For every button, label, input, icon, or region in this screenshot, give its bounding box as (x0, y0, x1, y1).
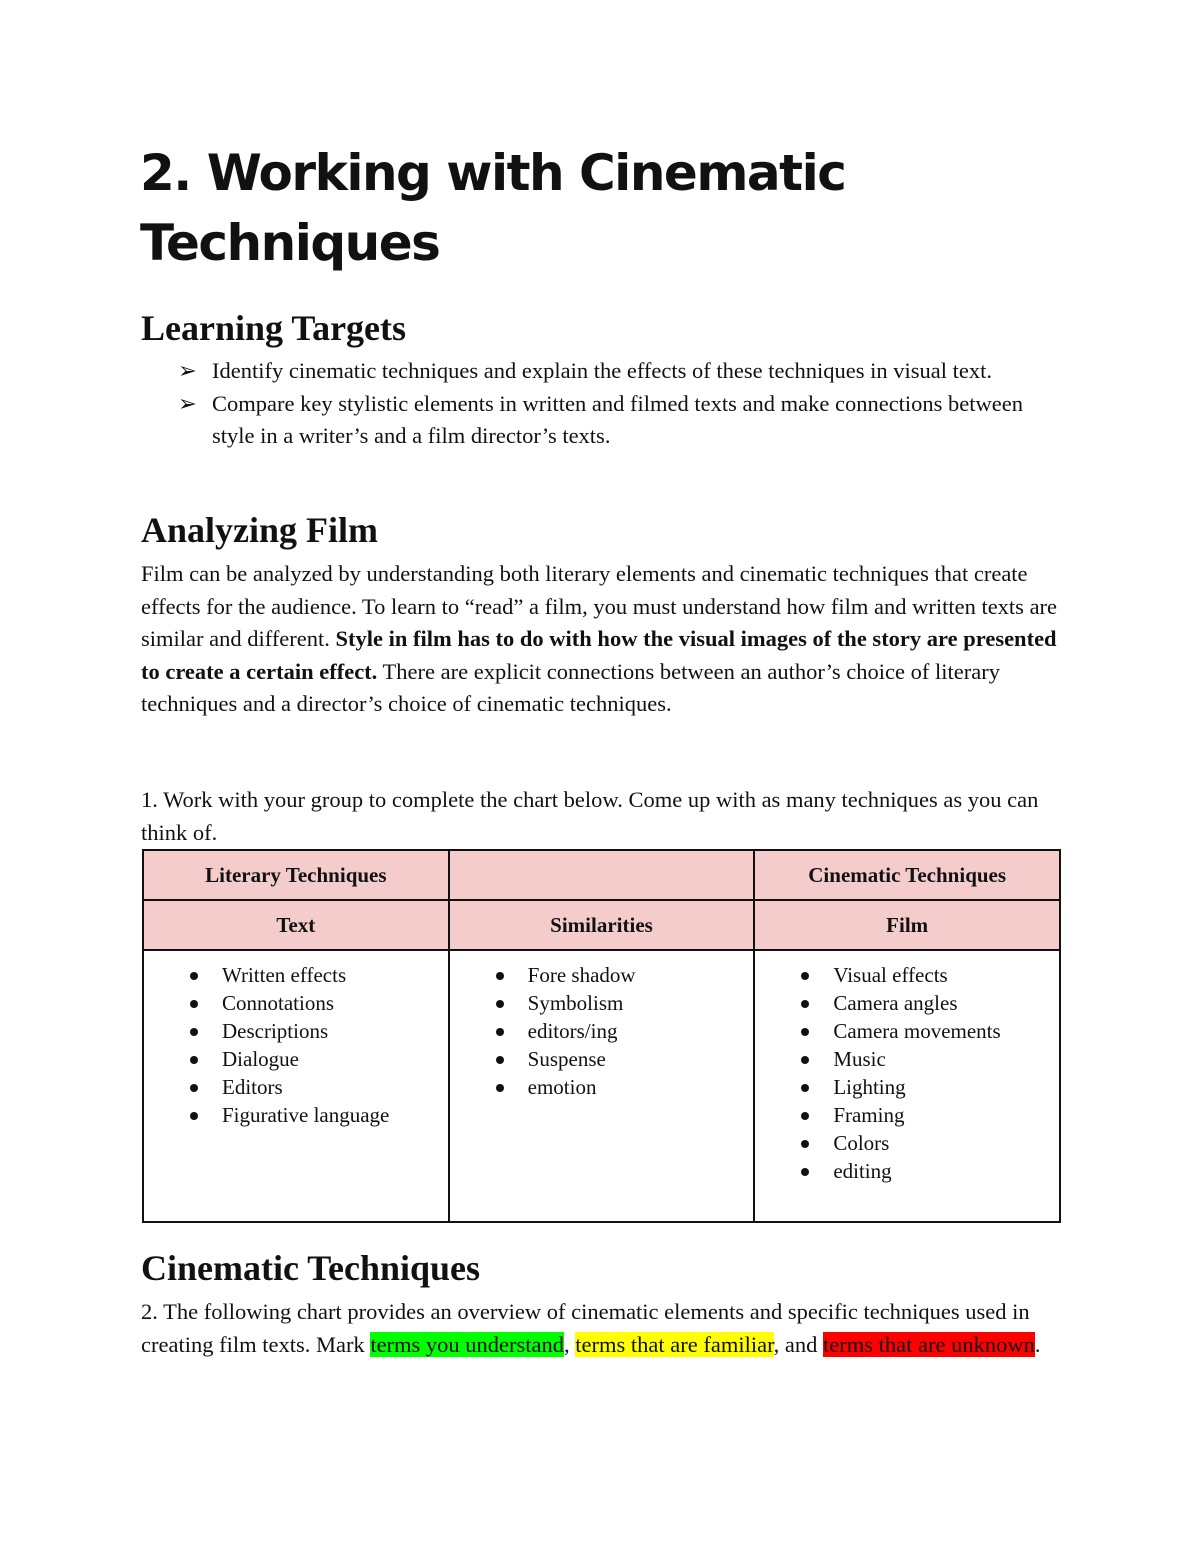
list-item: editing (801, 1157, 1059, 1185)
list-item: Colors (801, 1129, 1059, 1157)
list-item: Framing (801, 1101, 1059, 1129)
list-item: Symbolism (495, 989, 754, 1017)
arrowhead-right-icon: ➢ (178, 390, 197, 416)
list-item: ➢ Compare key stylistic elements in writt… (178, 388, 1038, 453)
list-item: Music (801, 1045, 1059, 1073)
list-item: ➢ Identify cinematic techniques and expla… (178, 355, 1038, 388)
list-item: Descriptions (190, 1017, 448, 1045)
learning-targets-heading: Learning Targets (141, 308, 407, 348)
instruction-2: 2. The following chart provides an overv… (141, 1299, 1041, 1357)
highlight-yellow: terms that are familiar (575, 1331, 774, 1357)
list-item: Visual effects (801, 961, 1059, 989)
cinematic-techniques-heading: Cinematic Techniques (141, 1248, 481, 1288)
header-empty (447, 849, 756, 901)
list-item: Fore shadow (495, 961, 754, 989)
analyzing-film-heading: Analyzing Film (141, 510, 379, 550)
highlight-green: terms you understand (370, 1331, 565, 1357)
techniques-chart: Literary Techniques Cinematic Techniques… (142, 849, 1061, 1223)
learning-targets-list: ➢ Identify cinematic techniques and expla… (178, 355, 1038, 453)
list-item: Camera angles (801, 989, 1059, 1017)
instruction-1: 1. Work with your group to complete the … (141, 787, 1039, 845)
list-item: Connotations (190, 989, 448, 1017)
list-item: Suspense (495, 1045, 754, 1073)
header-literary-techniques: Literary Techniques (142, 849, 450, 901)
text-cell[interactable]: Written effects Connotations Descriptions D… (142, 949, 450, 1223)
similarities-cell[interactable]: Fore shadow Symbolism editors/ing Suspense e… (447, 949, 756, 1223)
header-film: Film (753, 899, 1061, 951)
arrowhead-right-icon: ➢ (178, 358, 197, 383)
list-item: Lighting (801, 1073, 1059, 1101)
bold-statement: Style in film has to do with how the vis… (141, 626, 1057, 684)
list-item: Editors (190, 1073, 448, 1101)
list-item: Figurative language (190, 1101, 448, 1129)
list-item: Camera movements (801, 1017, 1059, 1045)
film-items-list: Visual effects Camera angles Camera moveme… (755, 961, 1059, 1185)
header-similarities: Similarities (447, 899, 756, 951)
list-item: Written effects (190, 961, 448, 989)
text-items-list: Written effects Connotations Descriptions D… (144, 961, 448, 1129)
list-item: Dialogue (190, 1045, 448, 1073)
analyzing-film-paragraph: Film can be analyzed by understanding bo… (141, 561, 1058, 716)
list-item: emotion (495, 1073, 754, 1101)
similarities-items-list: Fore shadow Symbolism editors/ing Suspense e… (450, 961, 754, 1101)
list-item: editors/ing (495, 1017, 754, 1045)
highlight-red: terms that are unknown (823, 1331, 1035, 1357)
film-cell[interactable]: Visual effects Camera angles Camera moveme… (753, 949, 1061, 1223)
header-text: Text (142, 899, 450, 951)
header-cinematic-techniques: Cinematic Techniques (753, 849, 1061, 901)
page-title: 2. Working with Cinematic Techniques (140, 144, 847, 272)
